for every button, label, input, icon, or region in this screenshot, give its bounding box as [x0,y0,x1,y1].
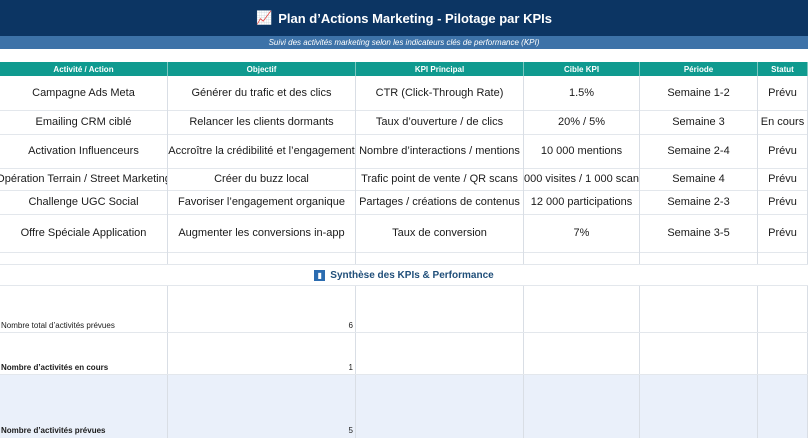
cell-objectif[interactable]: Favoriser l’engagement organique [168,190,356,214]
empty-cell[interactable] [640,286,758,333]
cell-activite[interactable]: Emailing CRM ciblé [0,110,168,134]
header-objectif[interactable]: Objectif [168,62,356,76]
cell-cible[interactable]: 20% / 5% [524,110,640,134]
empty-cell[interactable] [168,252,356,264]
cell-cible[interactable]: 1.5% [524,76,640,110]
cell-cible[interactable]: 12 000 participations [524,190,640,214]
empty-cell[interactable] [356,333,524,375]
cell-cible[interactable]: 7% [524,214,640,252]
empty-cell[interactable] [524,252,640,264]
summary-label: Nombre total d’activités prévues [1,321,115,330]
cell-objectif[interactable]: Relancer les clients dormants [168,110,356,134]
summary-label: Nombre d’activités en cours [1,363,109,372]
summary-value: 5 [348,426,353,435]
cell-statut[interactable]: En cours [758,110,808,134]
table-row: Activation Influenceurs Accroître la cré… [0,134,808,169]
summary-value: 1 [348,363,353,372]
sheet-title: Plan d’Actions Marketing - Pilotage par … [278,10,552,26]
header-cible[interactable]: Cible KPI [524,62,640,76]
cell-activite[interactable]: Challenge UGC Social [0,190,168,214]
sheet-subtitle: Suivi des activités marketing selon les … [268,38,540,47]
cell-kpi[interactable]: Taux d’ouverture / de clics [356,110,524,134]
cell-kpi[interactable]: Trafic point de vente / QR scans [356,168,524,190]
summary-label-cell[interactable]: Nombre total d’activités prévues [0,286,168,333]
empty-cell[interactable] [758,333,808,375]
summary-label-cell[interactable]: Nombre d’activités prévues [0,375,168,438]
summary-title: ▮ Synthèse des KPIs & Performance [0,266,808,284]
empty-cell[interactable] [640,333,758,375]
cell-activite[interactable]: Opération Terrain / Street Marketing [0,168,168,190]
table-row: Challenge UGC Social Favoriser l’engagem… [0,190,808,215]
cell-periode[interactable]: Semaine 3 [640,110,758,134]
empty-cell[interactable] [640,375,758,438]
empty-cell[interactable] [0,252,168,264]
table-row: Opération Terrain / Street Marketing Cré… [0,168,808,191]
summary-value-cell[interactable]: 1 [168,333,356,375]
cell-statut[interactable]: Prévu [758,168,808,190]
empty-cell[interactable] [758,286,808,333]
cell-periode[interactable]: Semaine 2-3 [640,190,758,214]
summary-row: Nombre d’activités en cours 1 [0,332,808,375]
empty-cell[interactable] [758,375,808,438]
cell-activite[interactable]: Activation Influenceurs [0,134,168,168]
table-row: Emailing CRM ciblé Relancer les clients … [0,110,808,135]
sheet-title-banner: 📈 Plan d’Actions Marketing - Pilotage pa… [0,0,808,36]
empty-cell[interactable] [356,252,524,264]
cell-objectif[interactable]: Générer du trafic et des clics [168,76,356,110]
cell-periode[interactable]: Semaine 2-4 [640,134,758,168]
header-periode[interactable]: Période [640,62,758,76]
table-row: Offre Spéciale Application Augmenter les… [0,214,808,253]
summary-value-cell[interactable]: 6 [168,286,356,333]
empty-cell[interactable] [356,375,524,438]
header-kpi[interactable]: KPI Principal [356,62,524,76]
empty-cell[interactable] [524,375,640,438]
summary-row: Nombre d’activités prévues 5 [0,374,808,438]
summary-value-cell[interactable]: 5 [168,375,356,438]
chart-increasing-icon: 📈 [256,10,273,25]
cell-activite[interactable]: Campagne Ads Meta [0,76,168,110]
cell-periode[interactable]: Semaine 1-2 [640,76,758,110]
cell-cible[interactable]: 000 visites / 1 000 scan [524,168,640,190]
empty-cell[interactable] [758,252,808,264]
cell-objectif[interactable]: Accroître la crédibilité et l’engagement [168,134,356,168]
cell-kpi[interactable]: Partages / créations de contenus [356,190,524,214]
header-activite[interactable]: Activité / Action [0,62,168,76]
summary-row: Nombre total d’activités prévues 6 [0,285,808,333]
cell-objectif[interactable]: Augmenter les conversions in-app [168,214,356,252]
cell-cible[interactable]: 10 000 mentions [524,134,640,168]
summary-value: 6 [348,321,353,330]
cell-objectif[interactable]: Créer du buzz local [168,168,356,190]
summary-label-cell[interactable]: Nombre d’activités en cours [0,333,168,375]
cell-kpi[interactable]: Nombre d’interactions / mentions [356,134,524,168]
cell-periode[interactable]: Semaine 3-5 [640,214,758,252]
cell-statut[interactable]: Prévu [758,76,808,110]
cell-kpi[interactable]: CTR (Click-Through Rate) [356,76,524,110]
table-row: Campagne Ads Meta Générer du trafic et d… [0,76,808,111]
cell-statut[interactable]: Prévu [758,134,808,168]
empty-cell[interactable] [640,252,758,264]
empty-cell[interactable] [524,286,640,333]
empty-row [0,252,808,265]
summary-title-text: Synthèse des KPIs & Performance [330,269,494,281]
header-statut[interactable]: Statut [758,62,808,76]
table-header-row: Activité / Action Objectif KPI Principal… [0,62,808,76]
cell-statut[interactable]: Prévu [758,190,808,214]
cell-periode[interactable]: Semaine 4 [640,168,758,190]
sheet-subtitle-banner: Suivi des activités marketing selon les … [0,36,808,49]
empty-cell[interactable] [524,333,640,375]
summary-label: Nombre d’activités prévues [1,426,106,435]
cell-kpi[interactable]: Taux de conversion [356,214,524,252]
empty-cell[interactable] [356,286,524,333]
cell-statut[interactable]: Prévu [758,214,808,252]
cell-activite[interactable]: Offre Spéciale Application [0,214,168,252]
bar-chart-icon: ▮ [314,269,326,281]
